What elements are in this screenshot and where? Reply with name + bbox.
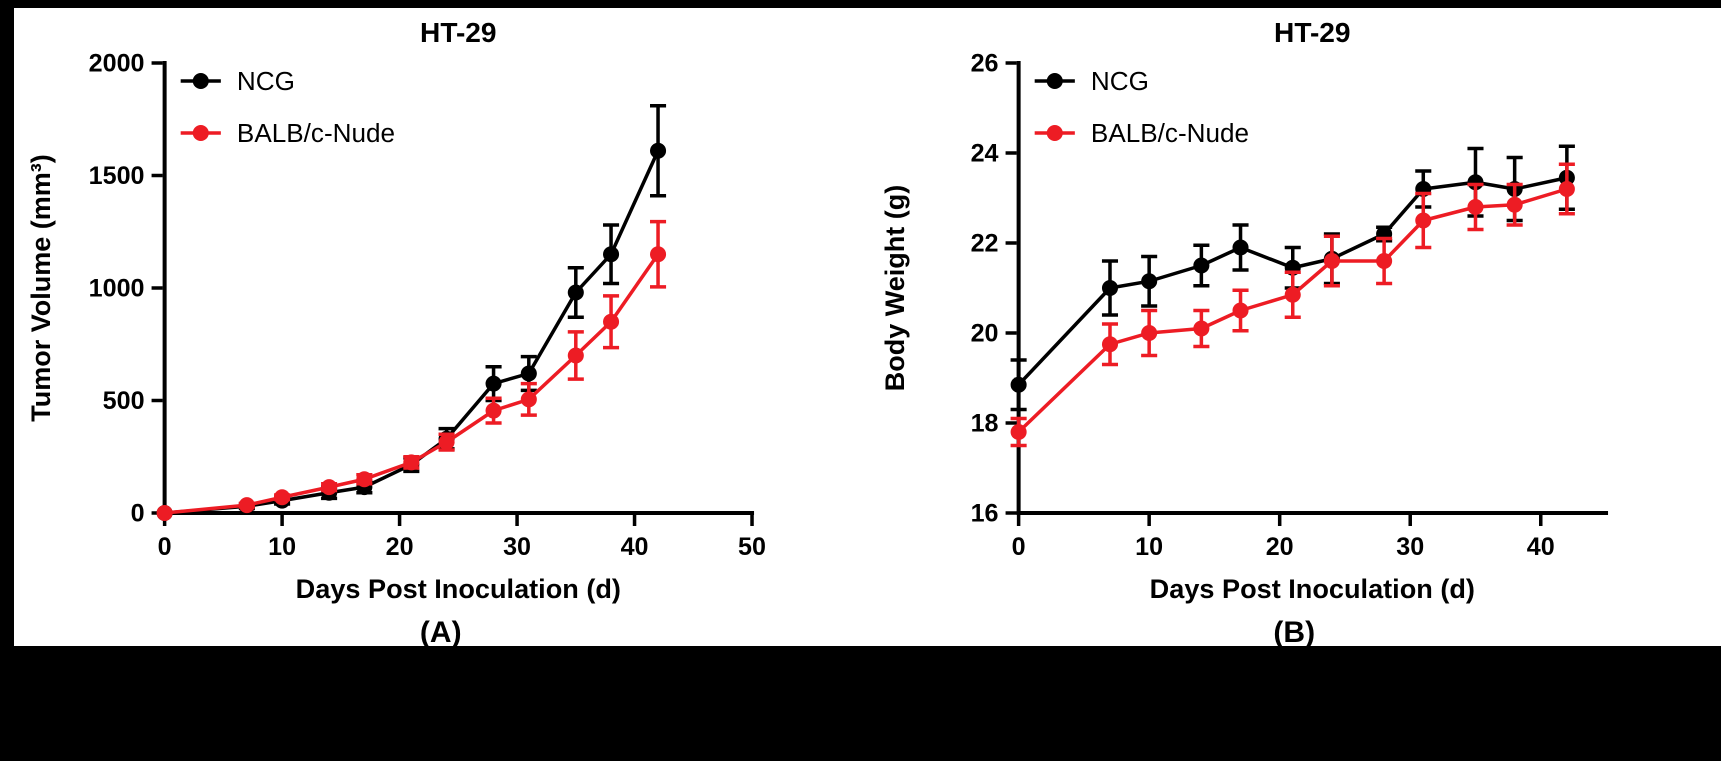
y-axis-title: Body Weight (g): [880, 185, 910, 391]
data-point-marker: [1414, 212, 1431, 229]
legend: NCG BALB/c-Nude: [180, 66, 395, 148]
data-point-marker: [1010, 424, 1027, 440]
data-point-marker: [1140, 325, 1157, 341]
data-point-marker: [1101, 336, 1118, 353]
data-point-marker: [156, 505, 173, 521]
data-point-marker: [1466, 199, 1484, 215]
y-tick-label: 24: [970, 140, 998, 168]
data-point-marker: [1231, 302, 1249, 319]
legend-label: BALB/c-Nude: [1090, 118, 1248, 148]
data-point-marker: [520, 365, 537, 382]
data-point-marker: [1375, 253, 1392, 269]
data-point-marker: [238, 497, 255, 514]
data-point-marker: [1101, 280, 1118, 296]
legend-label: NCG: [237, 66, 295, 96]
x-tick-label: 40: [621, 533, 649, 561]
figure-canvas: 0 10 20 30 40 50 0 500 1000 1500 2000 HT-29 Days Pos…: [14, 8, 1721, 646]
data-point-marker: [603, 246, 620, 263]
y-tick-label: 18: [970, 410, 998, 438]
y-tick-label: 16: [970, 500, 998, 528]
y-tick-label: 500: [103, 387, 145, 415]
y-tick-label: 0: [131, 500, 145, 528]
y-tick-label: 2000: [89, 50, 145, 78]
chart-title: HT-29: [1274, 17, 1351, 48]
data-point-marker: [1558, 181, 1575, 197]
x-tick-label: 10: [268, 533, 296, 561]
data-point-marker: [1010, 376, 1027, 393]
panel-label-b: (B): [1273, 616, 1316, 646]
axes: 0 10 20 30 40 16 18 20 22 24 26: [970, 50, 1608, 561]
x-axis-title: Days Post Inoculation (d): [1149, 574, 1474, 604]
data-point-marker: [1192, 320, 1209, 337]
y-tick-label: 20: [970, 320, 998, 348]
data-point-marker: [1284, 286, 1301, 303]
x-tick-label: 40: [1526, 533, 1554, 561]
data-point-marker: [603, 313, 620, 330]
data-point-marker: [567, 347, 584, 364]
data-point-marker: [650, 246, 667, 263]
x-tick-label: 30: [503, 533, 531, 561]
x-tick-label: 30: [1396, 533, 1424, 561]
y-tick-label: 22: [970, 230, 998, 258]
legend: NCG BALB/c-Nude: [1034, 66, 1249, 148]
legend-label: BALB/c-Nude: [237, 118, 395, 148]
legend-label: NCG: [1090, 66, 1148, 96]
y-tick-label: 1000: [89, 275, 145, 303]
x-tick-label: 20: [1265, 533, 1293, 561]
x-axis-title: Days Post Inoculation (d): [296, 574, 621, 604]
data-point-marker: [1192, 257, 1209, 274]
panel-label-a: (A): [419, 616, 462, 646]
legend-marker: [1046, 73, 1063, 89]
y-tick-label: 26: [970, 50, 998, 78]
data-point-marker: [485, 375, 502, 392]
data-point-marker: [356, 471, 373, 488]
series-BALB/c-Nude: [156, 219, 667, 521]
data-point-marker: [321, 479, 338, 496]
y-tick-label: 1500: [89, 162, 145, 190]
data-point-marker: [1323, 253, 1340, 269]
series-BALB/c-Nude: [1010, 162, 1575, 448]
chart-title: HT-29: [420, 17, 497, 48]
data-point-marker: [403, 454, 420, 471]
data-point-marker: [650, 142, 667, 159]
data-point-marker: [1140, 273, 1157, 290]
legend-marker: [192, 125, 209, 141]
chart-panel-a: 0 10 20 30 40 50 0 500 1000 1500 2000 HT-29 Days Pos…: [14, 8, 868, 646]
x-tick-label: 20: [386, 533, 414, 561]
x-tick-label: 0: [158, 533, 172, 561]
x-tick-label: 50: [738, 533, 766, 561]
series-line: [164, 253, 660, 515]
data-point-marker: [274, 489, 291, 506]
x-tick-label: 0: [1011, 533, 1025, 561]
data-point-marker: [438, 434, 455, 451]
legend-marker: [1046, 125, 1063, 141]
y-axis-title: Tumor Volume (mm³): [26, 154, 56, 421]
data-point-marker: [1231, 239, 1249, 256]
data-point-marker: [567, 284, 584, 301]
data-point-marker: [520, 391, 537, 408]
body-weight-chart: 0 10 20 30 40 16 18 20 22 24 26 HT-29 Days Post Inoc…: [880, 17, 1608, 604]
chart-panel-b: 0 10 20 30 40 16 18 20 22 24 26 HT-29 Days Post Inoc…: [868, 8, 1721, 646]
data-point-marker: [1506, 196, 1523, 213]
legend-marker: [192, 73, 209, 89]
data-point-marker: [485, 402, 502, 419]
x-tick-label: 10: [1135, 533, 1163, 561]
